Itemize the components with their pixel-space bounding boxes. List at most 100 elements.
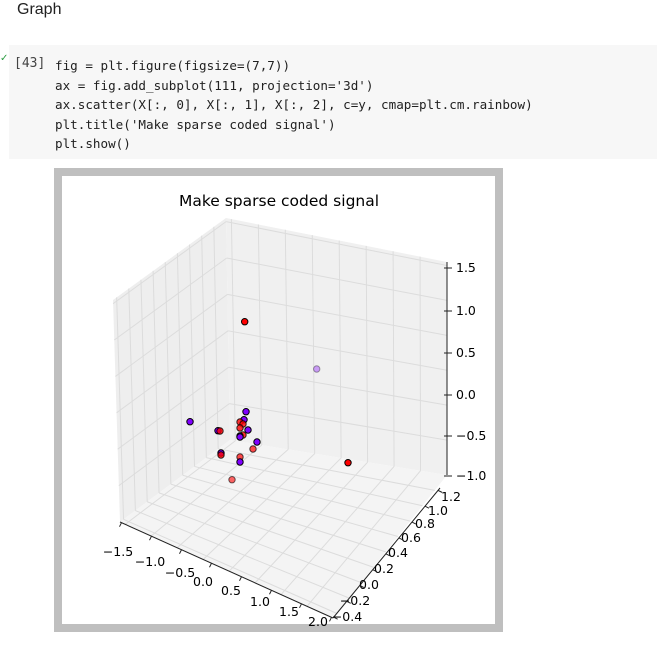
scatter-point [236, 458, 244, 466]
grid-line [182, 474, 399, 537]
grid-line [284, 229, 289, 450]
x-tick-label: −0.5 [165, 565, 195, 580]
grid-line [229, 403, 448, 441]
y-tick-mark [385, 553, 391, 557]
grid-line [115, 294, 228, 377]
y-tick-label: −0.4 [332, 609, 362, 624]
y-tick-label: −0.2 [340, 593, 370, 608]
x-tick-mark [209, 563, 212, 568]
grid-line [170, 483, 386, 553]
scatter-point [242, 408, 250, 416]
left-pane [113, 218, 230, 522]
grid-line [176, 449, 289, 549]
x-tick-mark [119, 522, 122, 527]
grid-line [338, 240, 342, 458]
z-tick-label: 1.0 [456, 303, 476, 318]
grid-line [147, 501, 362, 584]
grid-line [227, 330, 448, 371]
y-tick-mark [398, 537, 404, 541]
grid-line [150, 444, 263, 537]
x-axis-line [119, 521, 334, 619]
x-tick-mark [329, 617, 332, 622]
scatter-point [236, 433, 244, 441]
x-tick-label: 1.5 [279, 604, 299, 619]
grid-line [202, 453, 316, 560]
y-tick-mark [346, 600, 351, 604]
code-line: ax = fig.add_subplot(111, projection='3d… [55, 77, 374, 93]
grid-line [257, 224, 263, 446]
x-tick-mark [149, 535, 152, 541]
y-tick-mark [333, 616, 338, 620]
z-tick-label: 0.0 [456, 387, 476, 402]
grid-line [226, 257, 448, 301]
grid-line [135, 510, 350, 599]
grid-line [118, 403, 230, 487]
y-tick-label: 1.0 [428, 503, 448, 518]
grid-line [116, 330, 229, 414]
section-heading: Graph [17, 1, 62, 18]
scatter-point [244, 426, 252, 434]
y-tick-label: 0.2 [374, 561, 394, 576]
grid-line [218, 448, 435, 491]
y-tick-mark [359, 585, 364, 588]
y-tick-mark [424, 505, 430, 509]
x-tick-mark [269, 590, 272, 595]
scatter-point [186, 418, 194, 426]
z-tick-label: −0.5 [456, 428, 486, 443]
grid-line [113, 257, 228, 341]
grid-line [124, 440, 236, 525]
y-tick-label: 0.6 [401, 530, 421, 545]
x-tick-mark [179, 549, 182, 554]
grid-line [117, 366, 229, 450]
scatter-point [216, 427, 224, 435]
y-tick-label: 0.4 [388, 545, 408, 560]
grid-line [392, 251, 395, 467]
x-tick-label: 1.0 [250, 594, 270, 609]
floor-pane [120, 440, 447, 618]
grid-line [254, 461, 368, 584]
back-pane [226, 218, 447, 475]
scatter-point [217, 451, 225, 459]
y-tick-label: 1.2 [441, 489, 461, 504]
x-tick-label: 2.0 [308, 614, 328, 629]
grid-line [228, 366, 448, 406]
x-tick-mark [299, 603, 302, 609]
grid-line [311, 235, 316, 454]
grid-line [227, 293, 448, 336]
grid-line [158, 492, 374, 568]
scatter-point [344, 459, 352, 467]
scatter-point [236, 424, 244, 432]
x-tick-label: 0.5 [221, 583, 241, 598]
z-tick-label: −1.0 [456, 468, 486, 483]
grid-line [194, 465, 411, 522]
grid-line [306, 470, 421, 607]
grid-line [365, 245, 369, 463]
code-line: plt.title('Make sparse coded signal') [55, 116, 336, 132]
z-tick-label: 0.5 [456, 345, 476, 360]
z-tick-label: 1.5 [456, 260, 476, 275]
y-tick-mark [372, 569, 378, 573]
grid-line [112, 221, 227, 305]
scatter-point [249, 445, 257, 453]
code-editor[interactable]: fig = plt.figure(figsize=(7,7)) ax = fig.… [55, 56, 533, 154]
grid-line [228, 457, 342, 572]
y-axis-line [332, 487, 441, 619]
scatter-point [253, 438, 261, 446]
grid-line [123, 518, 337, 614]
x-tick-label: 0.0 [193, 574, 213, 589]
x-tick-mark [239, 576, 242, 581]
scatter-point [313, 365, 321, 373]
y-tick-mark [437, 489, 443, 493]
y-tick-mark [411, 521, 417, 525]
scatter-point [241, 318, 249, 326]
code-line: ax.scatter(X[:, 0], X[:, 1], X[:, 2], c=… [55, 97, 533, 112]
grid-line [206, 457, 423, 507]
code-line: plt.show() [55, 136, 131, 151]
grid-line [225, 221, 448, 266]
chart-title: Make sparse coded signal [179, 192, 379, 210]
code-cell[interactable] [9, 45, 657, 159]
x-tick-label: −1.5 [103, 544, 133, 559]
y-tick-label: 0.0 [359, 577, 379, 592]
grid-line [280, 466, 395, 595]
